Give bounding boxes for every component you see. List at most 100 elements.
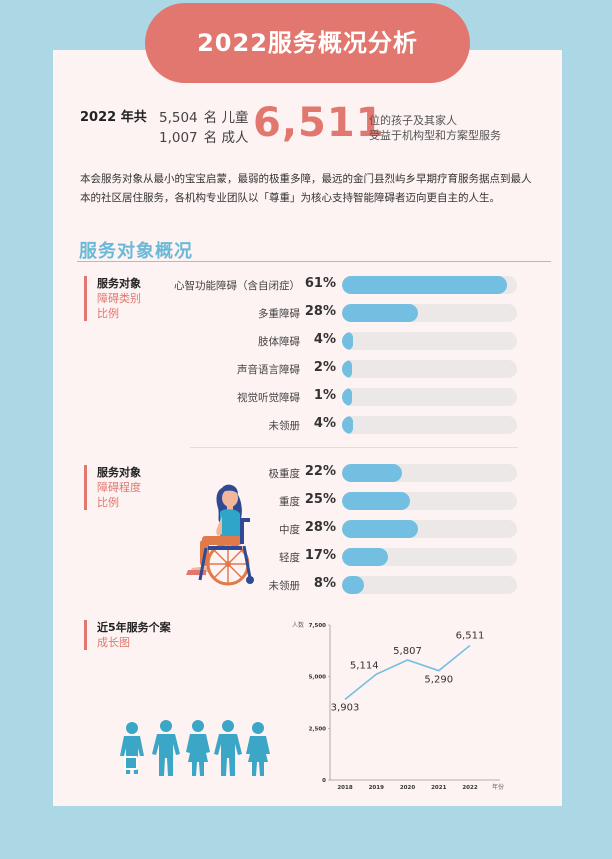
bar-percent: 2%	[313, 360, 336, 375]
total-count: 6,511	[253, 100, 385, 146]
section-divider	[77, 261, 551, 262]
bar-track	[342, 416, 517, 434]
y-tick-label: 7,500	[309, 623, 327, 629]
bar-fill	[342, 416, 353, 434]
group1-label: 服务对象 障碍类别 比例	[84, 276, 141, 321]
group-divider	[190, 447, 518, 448]
bar-label: 轻度	[279, 552, 300, 564]
group1-label-line1: 服务对象	[97, 277, 141, 290]
bar-label: 极重度	[268, 468, 301, 480]
data-label: 5,114	[350, 660, 379, 671]
bar-track	[342, 464, 517, 482]
bar-row: 视觉听觉障碍 1%	[0, 388, 612, 406]
bar-track	[342, 304, 517, 322]
adults-unit: 名 成人	[203, 130, 249, 146]
bar-row: 轻度 17%	[0, 548, 612, 566]
bar-percent: 28%	[304, 520, 336, 535]
bar-fill	[342, 464, 402, 482]
bar-percent: 28%	[304, 304, 336, 319]
bar-percent: 4%	[313, 416, 336, 431]
bar-row: 极重度 22%	[0, 464, 612, 482]
summary-block: 2022 年共 5,504 名 儿童 1,007 名 成人 6,511 位的孩子及其…	[80, 100, 550, 150]
summary-desc-line1: 位的孩子及其家人	[369, 114, 457, 127]
group2-label: 服务对象 障碍程度 比例	[84, 465, 141, 510]
bar-row: 重度 25%	[0, 492, 612, 510]
bar-row: 中度 28%	[0, 520, 612, 538]
group3-label-line1: 近5年服务个案	[97, 621, 171, 634]
bar-row: 未领册 4%	[0, 416, 612, 434]
bar-row: 未领册 8%	[0, 576, 612, 594]
x-tick-label: 2020	[400, 785, 415, 791]
summary-adults: 1,007 名 成人	[159, 126, 248, 146]
bar-row: 肢体障碍 4%	[0, 332, 612, 350]
bar-fill	[342, 548, 389, 566]
bar-row: 心智功能障碍（含自闭症） 61%	[0, 276, 612, 294]
bar-percent: 22%	[304, 464, 336, 479]
bar-percent: 25%	[304, 492, 336, 507]
group2-label-line2: 障碍程度	[97, 481, 141, 494]
bar-track	[342, 276, 517, 294]
wheelchair-person-illustration	[186, 484, 254, 586]
group3-label-line2: 成长图	[97, 636, 130, 649]
growth-chart-svg: 人数 0 2,500 5,000 7,500 2018 2019 2020 2021 2022 年份…	[292, 621, 504, 791]
bar-percent: 61%	[304, 276, 336, 291]
family-illustration	[120, 720, 270, 776]
summary-desc-line2: 受益于机构型和方案型服务	[369, 129, 501, 142]
bar-percent: 4%	[313, 332, 336, 347]
bar-track	[342, 576, 517, 594]
bar-fill	[342, 492, 410, 510]
bar-percent: 17%	[304, 548, 336, 563]
bar-track	[342, 520, 517, 538]
summary-year-label: 2022 年共	[80, 110, 147, 125]
bar-fill	[342, 276, 508, 294]
bar-label: 未领册	[268, 580, 301, 592]
bar-label: 中度	[279, 524, 300, 536]
bar-track	[342, 360, 517, 378]
bar-fill	[342, 304, 418, 322]
group1-label-line3: 比例	[97, 307, 119, 320]
group1-label-line2: 障碍类别	[97, 292, 141, 305]
bar-row: 声音语言障碍 2%	[0, 360, 612, 378]
x-tick-label: 2022	[462, 785, 477, 791]
children-count: 5,504	[159, 110, 198, 126]
x-axis-label: 年份	[492, 783, 504, 791]
data-label: 5,807	[393, 646, 422, 657]
data-label: 3,903	[331, 702, 360, 713]
data-label: 6,511	[456, 630, 485, 641]
bar-fill	[342, 360, 352, 378]
bar-label: 声音语言障碍	[237, 364, 300, 376]
bar-label: 重度	[279, 496, 300, 508]
bar-fill	[342, 332, 353, 350]
group3-label: 近5年服务个案 成长图	[84, 620, 171, 650]
bar-track	[342, 332, 517, 350]
bar-fill	[342, 520, 418, 538]
bar-fill	[342, 576, 364, 594]
bar-percent: 8%	[313, 576, 336, 591]
bar-percent: 1%	[313, 388, 336, 403]
data-label: 5,290	[424, 675, 453, 686]
bar-label: 多重障碍	[258, 308, 300, 320]
children-unit: 名 儿童	[203, 110, 249, 126]
section-title: 服务对象概况	[79, 241, 193, 262]
bar-label: 未领册	[268, 420, 301, 432]
x-tick-label: 2021	[431, 785, 446, 791]
y-tick-label: 5,000	[309, 675, 327, 681]
y-axis-label: 人数	[292, 621, 304, 629]
x-tick-label: 2019	[369, 785, 384, 791]
adults-count: 1,007	[159, 130, 198, 146]
bar-label: 视觉听觉障碍	[237, 392, 300, 404]
growth-line-chart: 人数 0 2,500 5,000 7,500 2018 2019 2020 2021 2022 年份…	[280, 615, 520, 800]
bar-track	[342, 492, 517, 510]
y-tick-label: 2,500	[309, 726, 327, 732]
page-title: 2022服务概况分析	[145, 3, 470, 83]
group2-label-line1: 服务对象	[97, 466, 141, 479]
x-tick-label: 2018	[337, 785, 352, 791]
y-tick-label: 0	[322, 778, 326, 784]
group2-label-line3: 比例	[97, 496, 119, 509]
bar-label: 肢体障碍	[258, 336, 300, 348]
summary-children: 5,504 名 儿童	[159, 106, 248, 126]
bar-label: 心智功能障碍（含自闭症）	[174, 280, 300, 292]
bar-track	[342, 388, 517, 406]
bar-fill	[342, 388, 352, 406]
intro-paragraph: 本会服务对象从最小的宝宝启蒙，最弱的极重多障，最远的金门县烈屿乡早期疗育服务据点…	[80, 173, 532, 204]
